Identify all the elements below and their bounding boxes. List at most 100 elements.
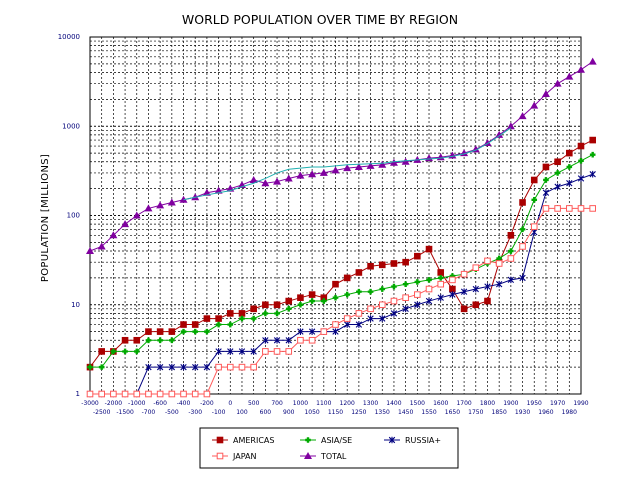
legend-item: RUSSIA+ [384,436,441,445]
data-point [145,363,152,371]
data-point [285,297,293,305]
data-point [589,136,596,144]
x-tick-label: 1450 [398,409,413,416]
data-point [589,205,596,212]
data-point [484,297,491,305]
data-point [542,189,550,197]
data-point [262,310,269,317]
y-axis-label: POPULATION [MILLIONS] [40,154,51,282]
x-tick-label: 1000 [293,400,308,407]
x-tick-label: 1100 [316,400,331,407]
data-point [589,170,596,178]
data-point [332,321,339,328]
y-tick-label: 1 [76,390,80,398]
y-tick-label: 100 [67,212,80,220]
data-point [180,328,187,335]
data-point [402,305,409,313]
series-total [86,57,597,255]
data-point [531,196,538,203]
x-tick-label: 1960 [538,409,553,416]
data-point [250,363,257,371]
data-point [484,257,491,265]
data-point [426,277,432,283]
data-point [367,288,374,295]
data-point [191,390,199,398]
data-point [309,298,315,304]
data-point [344,291,350,298]
x-tick-label: 0 [228,400,232,407]
data-point [262,336,269,344]
data-point [566,149,573,157]
data-point [215,363,222,371]
data-point [344,321,351,328]
data-point [285,306,292,312]
data-point [144,204,153,212]
data-point [554,158,561,166]
data-point [343,315,351,322]
data-point [437,275,444,281]
data-point [449,276,456,284]
data-point [285,336,292,344]
data-point [355,269,363,276]
data-point [191,321,199,328]
x-tick-label: 1900 [503,400,518,407]
data-point [320,328,328,335]
data-point [121,336,129,344]
legend-label: RUSSIA+ [405,436,441,445]
legend: AMERICAS ASIA/SE RUSSIA+ JAPAN TOTAL [199,427,459,469]
data-point [262,348,269,355]
data-point [578,158,584,164]
x-tick-label: -500 [165,409,179,416]
data-point [238,363,246,371]
data-point [273,301,281,309]
data-point [249,175,258,183]
data-point [530,223,538,230]
x-tick-label: 1550 [421,409,436,416]
x-tick-label: 700 [271,400,283,407]
data-point [203,315,211,322]
data-point [519,226,526,233]
data-point [437,294,444,301]
x-tick-label: 1050 [304,409,319,416]
data-point [367,262,374,270]
data-point [566,164,573,170]
data-point [553,79,562,87]
data-point [495,130,504,138]
data-point [388,436,396,444]
data-point [296,171,305,179]
data-point [167,198,176,206]
x-tick-label: 1970 [550,400,565,407]
data-point [274,310,280,317]
data-point [472,285,479,293]
series-lines [86,57,597,398]
x-tick-label: 1800 [480,400,495,407]
x-tick-label: 1700 [456,400,471,407]
data-point [331,166,340,174]
data-point [145,337,152,344]
x-tick-label: 1600 [433,400,448,407]
data-point [366,161,375,169]
x-tick-label: -3000 [81,400,99,407]
data-point [507,232,515,239]
data-point [460,288,468,296]
x-tick-label: -1500 [116,409,134,416]
data-point [308,336,316,344]
data-point [355,321,363,328]
data-point [180,390,187,398]
data-point [484,283,491,290]
data-point [308,170,317,178]
plot-frame [89,36,582,395]
x-tick-label: 1990 [573,400,588,407]
data-point [216,452,224,460]
data-point [566,179,573,187]
data-point [460,270,468,278]
data-point [122,348,128,355]
data-point [226,310,234,317]
legend-item: TOTAL [300,452,347,461]
legend-item: JAPAN [212,452,256,461]
data-point [250,305,257,313]
data-point [507,255,515,262]
data-point [542,205,550,212]
series-line [90,154,593,368]
data-point [437,280,445,288]
